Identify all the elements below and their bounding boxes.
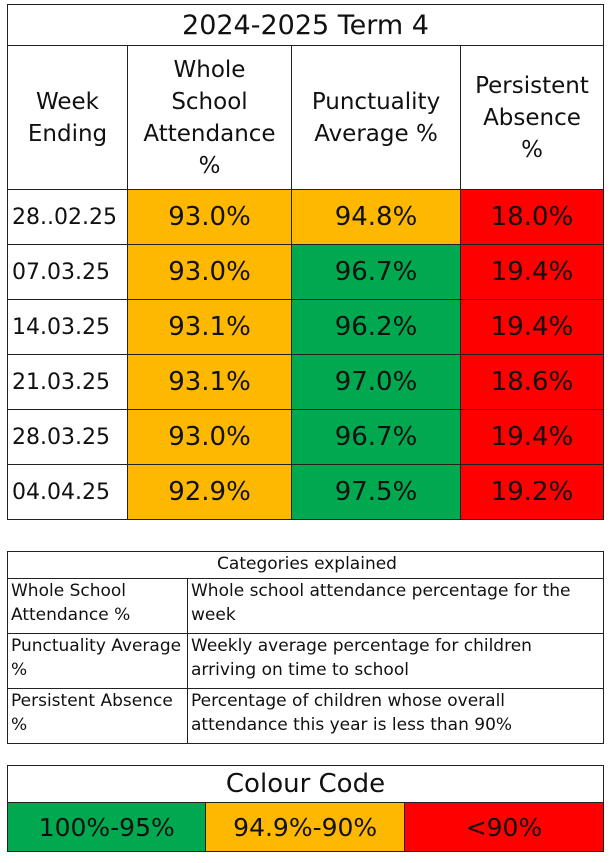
week-ending-cell: 04.04.25	[7, 464, 128, 520]
punctuality-cell: 96.7%	[291, 244, 461, 300]
header-week-ending: Week Ending	[7, 45, 128, 190]
colour-code-title: Colour Code	[7, 765, 604, 803]
category-definition: Whole school attendance percentage for t…	[187, 578, 604, 634]
colour-code-table: Colour Code 100%-95% 94.9%-90% <90%	[6, 765, 605, 852]
header-attendance: Whole School Attendance %	[127, 45, 292, 190]
category-term: Punctuality Average %	[7, 633, 188, 689]
punctuality-cell: 96.2%	[291, 299, 461, 355]
week-ending-cell: 28..02.25	[7, 189, 128, 245]
punctuality-cell: 97.5%	[291, 464, 461, 520]
table-row: 14.03.25 93.1% 96.2% 19.4%	[7, 299, 604, 355]
attendance-cell: 93.1%	[127, 354, 292, 410]
colour-band-red: <90%	[403, 802, 605, 852]
punctuality-cell: 96.7%	[291, 409, 461, 465]
header-persistent-absence: Persistent Absence %	[460, 45, 604, 190]
absence-cell: 18.6%	[460, 354, 604, 410]
absence-cell: 19.4%	[460, 409, 604, 465]
category-term: Persistent Absence %	[7, 688, 188, 744]
week-ending-cell: 28.03.25	[7, 409, 128, 465]
table-row: 21.03.25 93.1% 97.0% 18.6%	[7, 354, 604, 410]
absence-cell: 19.4%	[460, 244, 604, 300]
attendance-cell: 93.1%	[127, 299, 292, 355]
attendance-table: 2024-2025 Term 4 Week Ending Whole Schoo…	[7, 4, 604, 520]
header-punctuality: Punctuality Average %	[291, 45, 461, 190]
table-row: 28.03.25 93.0% 96.7% 19.4%	[7, 409, 604, 465]
attendance-cell: 93.0%	[127, 244, 292, 300]
colour-band-amber: 94.9%-90%	[205, 802, 405, 852]
punctuality-cell: 97.0%	[291, 354, 461, 410]
punctuality-cell: 94.8%	[291, 189, 461, 245]
categories-title: Categories explained	[7, 551, 604, 579]
attendance-cell: 93.0%	[127, 189, 292, 245]
week-ending-cell: 14.03.25	[7, 299, 128, 355]
table-row: 07.03.25 93.0% 96.7% 19.4%	[7, 244, 604, 300]
category-definition: Percentage of children whose overall att…	[187, 688, 604, 744]
table-row: 28..02.25 93.0% 94.8% 18.0%	[7, 189, 604, 245]
category-row: Whole School Attendance % Whole school a…	[7, 578, 604, 634]
week-ending-cell: 21.03.25	[7, 354, 128, 410]
categories-table: Categories explained Whole School Attend…	[7, 551, 604, 744]
week-ending-cell: 07.03.25	[7, 244, 128, 300]
absence-cell: 19.4%	[460, 299, 604, 355]
category-row: Punctuality Average % Weekly average per…	[7, 633, 604, 689]
absence-cell: 19.2%	[460, 464, 604, 520]
table-title: 2024-2025 Term 4	[7, 4, 604, 46]
attendance-cell: 93.0%	[127, 409, 292, 465]
absence-cell: 18.0%	[460, 189, 604, 245]
attendance-cell: 92.9%	[127, 464, 292, 520]
category-row: Persistent Absence % Percentage of child…	[7, 688, 604, 744]
category-term: Whole School Attendance %	[7, 578, 188, 634]
colour-band-green: 100%-95%	[6, 802, 207, 852]
category-definition: Weekly average percentage for children a…	[187, 633, 604, 689]
table-row: 04.04.25 92.9% 97.5% 19.2%	[7, 464, 604, 520]
